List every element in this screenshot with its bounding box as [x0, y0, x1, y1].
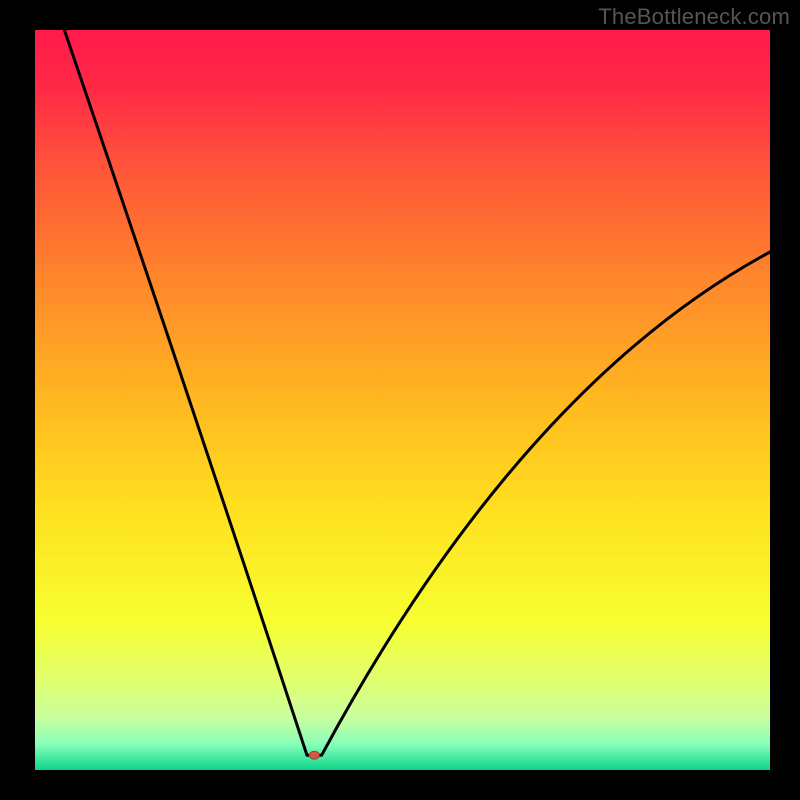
- minimum-marker: [0, 0, 800, 800]
- watermark-text: TheBottleneck.com: [598, 4, 790, 30]
